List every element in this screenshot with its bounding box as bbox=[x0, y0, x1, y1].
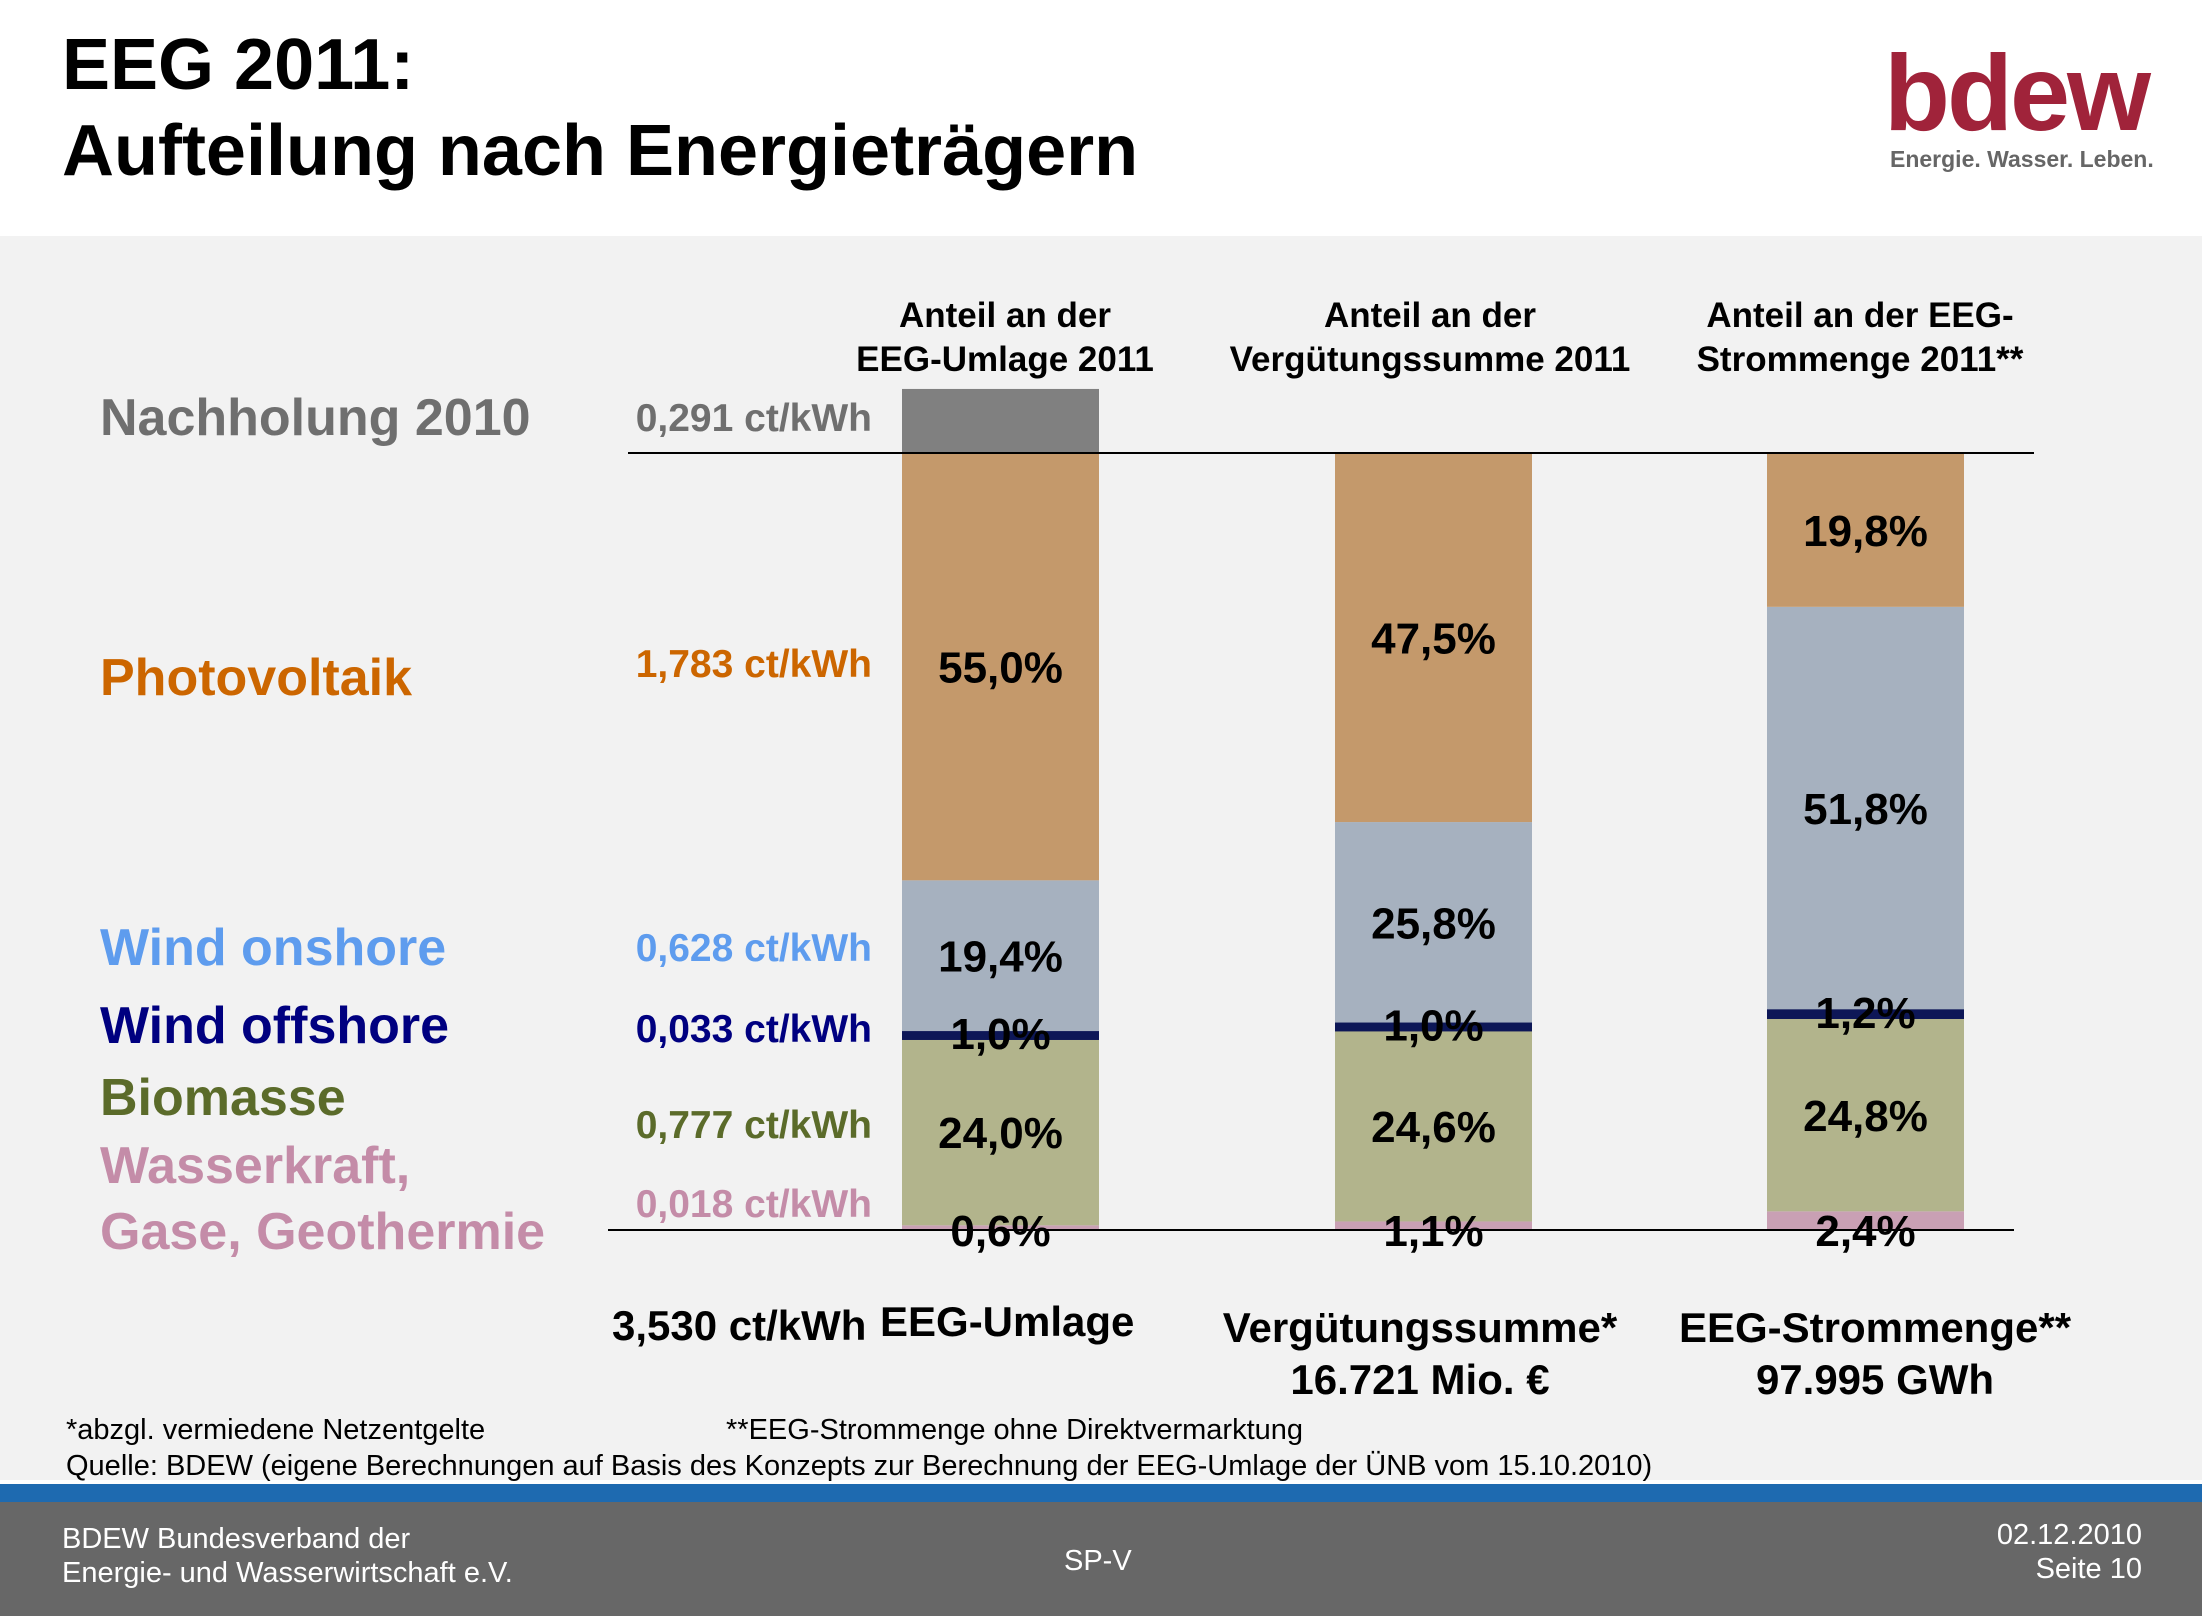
footer-meta: 02.12.2010 Seite 10 bbox=[1997, 1518, 2142, 1586]
footnote-line-1: *abzgl. vermiedene Netzentgelte **EEG-Str… bbox=[66, 1412, 1652, 1448]
bar-photovoltaik-2 bbox=[1335, 453, 1532, 823]
data-label-biomasse-2: 24,6% bbox=[1371, 1103, 1496, 1152]
logo-wordmark: bdew bbox=[1884, 32, 2151, 153]
bar-nachholung-1 bbox=[902, 388, 1099, 453]
title-line-1: EEG 2011: bbox=[62, 25, 415, 105]
column-header-strommenge: Anteil an der EEG- Strommenge 2011** bbox=[1650, 294, 2070, 382]
legend-photovoltaik: Photovoltaik bbox=[100, 649, 413, 707]
bar-wind-onshore-1 bbox=[902, 880, 1099, 1032]
bar-wasserkraft-3 bbox=[1767, 1211, 1964, 1230]
footnote-netzentgelte: *abzgl. vermiedene Netzentgelte bbox=[66, 1414, 486, 1446]
total-umlage-value: 3,530 ct/kWh bbox=[612, 1302, 867, 1349]
logo-tagline: Energie. Wasser. Leben. bbox=[1890, 146, 2154, 172]
footer-page: Seite 10 bbox=[2035, 1553, 2142, 1585]
bottom-label-verguetung: Vergütungssumme* 16.721 Mio. € bbox=[1180, 1302, 1660, 1406]
data-label-wasserkraft-2: 1,1% bbox=[1383, 1207, 1483, 1256]
footer-org-line1: BDEW Bundesverband der bbox=[62, 1523, 411, 1555]
footer-accent-band bbox=[0, 1484, 2202, 1502]
data-label-wind-offshore-3: 1,2% bbox=[1815, 989, 1915, 1038]
bottom-label-verguetung-line1: Vergütungssumme* bbox=[1222, 1304, 1618, 1351]
value-photovoltaik: 1,783 ct/kWh bbox=[635, 643, 872, 686]
legend-biomasse: Biomasse bbox=[100, 1069, 346, 1127]
value-wasserkraft: 0,018 ct/kWh bbox=[635, 1183, 872, 1226]
data-label-biomasse-3: 24,8% bbox=[1803, 1092, 1928, 1141]
column-header-strommenge-line2: Strommenge 2011** bbox=[1696, 340, 2024, 379]
bar-wasserkraft-2 bbox=[1335, 1221, 1532, 1230]
bottom-label-strommenge-line1: EEG-Strommenge** bbox=[1678, 1304, 2072, 1351]
data-label-wasserkraft-1: 0,6% bbox=[950, 1207, 1050, 1256]
footer: BDEW Bundesverband der Energie- und Wass… bbox=[0, 1502, 2202, 1616]
data-label-photovoltaik-1: 55,0% bbox=[938, 644, 1063, 693]
bar-wind-offshore-2 bbox=[1335, 1021, 1532, 1032]
data-label-wind-offshore-2: 1,0% bbox=[1383, 1001, 1483, 1050]
value-wind-offshore: 0,033 ct/kWh bbox=[635, 1008, 872, 1051]
footnote-direktvermarktung: **EEG-Strommenge ohne Direktvermarktung bbox=[726, 1414, 1304, 1446]
footnotes: *abzgl. vermiedene Netzentgelte **EEG-Str… bbox=[66, 1412, 1652, 1484]
footnote-source: Quelle: BDEW (eigene Berechnungen auf Ba… bbox=[66, 1450, 1653, 1482]
column-header-umlage: Anteil an der EEG-Umlage 2011 bbox=[795, 294, 1215, 382]
bar-wind-onshore-3 bbox=[1767, 606, 1964, 1010]
footer-org-line2: Energie- und Wasserwirtschaft e.V. bbox=[62, 1557, 513, 1589]
column-header-umlage-line1: Anteil an der bbox=[899, 296, 1111, 335]
bar-wind-onshore-2 bbox=[1335, 822, 1532, 1023]
bar-wind-offshore-3 bbox=[1767, 1008, 1964, 1019]
data-label-wind-offshore-1: 1,0% bbox=[950, 1010, 1050, 1059]
title-line-2: Aufteilung nach Energieträgern bbox=[62, 111, 1139, 191]
data-label-wind-onshore-2: 25,8% bbox=[1371, 899, 1496, 948]
value-nachholung: 0,291 ct/kWh bbox=[635, 397, 872, 440]
legend-nachholung: Nachholung 2010 bbox=[100, 389, 531, 447]
bar-wasserkraft-1 bbox=[902, 1225, 1099, 1230]
column-header-verguetung-line2: Vergütungssumme 2011 bbox=[1229, 340, 1631, 379]
stacked-bar-chart: 0,6% 24,0% 1,0% 19,4% 55,0% 1,1% 24,6% 1,0% 25,8… bbox=[608, 388, 2034, 1256]
data-label-wind-onshore-3: 51,8% bbox=[1803, 785, 1928, 834]
bottom-label-strommenge: EEG-Strommenge** 97.995 GWh bbox=[1635, 1302, 2115, 1406]
chart-panel: Nachholung 2010 Photovoltaik Wind onshor… bbox=[0, 236, 2202, 1480]
column-header-strommenge-line1: Anteil an der EEG- bbox=[1706, 296, 2014, 335]
data-label-wind-onshore-1: 19,4% bbox=[938, 933, 1063, 982]
column-header-umlage-line2: EEG-Umlage 2011 bbox=[856, 340, 1154, 379]
data-label-wasserkraft-3: 2,4% bbox=[1815, 1207, 1915, 1256]
bar-biomasse-2 bbox=[1335, 1030, 1532, 1222]
bottom-label-verguetung-line2: 16.721 Mio. € bbox=[1290, 1356, 1550, 1403]
data-label-photovoltaik-2: 47,5% bbox=[1371, 615, 1496, 664]
value-wind-onshore: 0,628 ct/kWh bbox=[635, 927, 872, 970]
bar-biomasse-1 bbox=[902, 1038, 1099, 1226]
column-header-verguetung: Anteil an der Vergütungssumme 2011 bbox=[1220, 294, 1640, 382]
legend-wasserkraft-line2: Gase, Geothermie bbox=[100, 1203, 546, 1261]
bar-photovoltaik-3 bbox=[1767, 453, 1964, 607]
legend-wind-offshore: Wind offshore bbox=[100, 997, 450, 1055]
column-header-verguetung-line1: Anteil an der bbox=[1324, 296, 1536, 335]
legend-wasserkraft-line1: Wasserkraft, bbox=[100, 1137, 411, 1195]
legend-wind-onshore: Wind onshore bbox=[100, 919, 447, 977]
bottom-label-strommenge-line2: 97.995 GWh bbox=[1755, 1356, 1995, 1403]
bar-wind-offshore-1 bbox=[902, 1029, 1099, 1040]
bdew-logo: bdew Energie. Wasser. Leben. bbox=[1880, 38, 2160, 178]
bottom-label-umlage: EEG-Umlage bbox=[880, 1298, 1135, 1345]
footer-department: SP-V bbox=[1064, 1545, 1132, 1577]
footer-date: 02.12.2010 bbox=[1996, 1519, 2142, 1551]
slide-title: EEG 2011: Aufteilung nach Energieträgern bbox=[62, 22, 1138, 194]
data-label-biomasse-1: 24,0% bbox=[938, 1109, 1063, 1158]
bar-biomasse-3 bbox=[1767, 1018, 1964, 1212]
data-label-photovoltaik-3: 19,8% bbox=[1803, 507, 1928, 556]
value-biomasse: 0,777 ct/kWh bbox=[635, 1104, 872, 1147]
bar-photovoltaik-1 bbox=[902, 453, 1099, 881]
footer-org: BDEW Bundesverband der Energie- und Wass… bbox=[62, 1522, 513, 1590]
